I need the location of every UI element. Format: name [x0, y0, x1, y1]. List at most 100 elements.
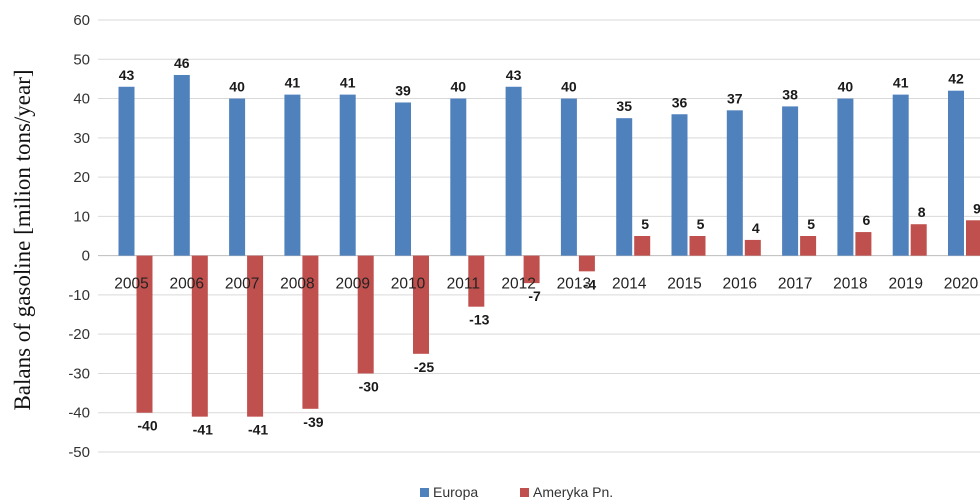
- legend-swatch-0: [420, 488, 429, 497]
- x-category-label: 2012: [501, 276, 535, 293]
- x-category-label: 2011: [447, 276, 480, 293]
- x-category-label: 2005: [114, 276, 148, 293]
- y-tick-label: 60: [73, 12, 90, 29]
- bar-ameryka-2012: [523, 255, 540, 284]
- data-label-ameryka-2005: -40: [137, 418, 157, 434]
- x-category-label: 2017: [778, 276, 812, 293]
- y-tick-label: 50: [73, 51, 90, 68]
- y-tick-label: 10: [73, 208, 90, 225]
- data-label-ameryka-2012: -7: [528, 288, 541, 304]
- data-label-europa-2005: 43: [119, 67, 135, 83]
- bar-europa-2006: [173, 74, 190, 256]
- bar-ameryka-2009: [357, 255, 374, 374]
- data-label-ameryka-2010: -25: [414, 359, 434, 375]
- x-category-label: 2009: [335, 276, 369, 293]
- bar-europa-2008: [284, 94, 301, 256]
- data-label-ameryka-2015: 5: [697, 216, 705, 232]
- x-category-label: 2015: [667, 276, 701, 293]
- data-label-europa-2018: 40: [838, 79, 854, 95]
- data-label-europa-2011: 40: [451, 79, 467, 95]
- y-tick-label: -30: [68, 365, 90, 382]
- data-label-ameryka-2007: -41: [248, 422, 268, 438]
- data-label-ameryka-2006: -41: [193, 422, 213, 438]
- bar-europa-2018: [837, 98, 854, 256]
- legend-swatch-1: [520, 488, 529, 497]
- x-category-label: 2007: [225, 276, 259, 293]
- data-label-europa-2014: 35: [616, 98, 632, 114]
- bar-europa-2015: [671, 114, 688, 256]
- bars: [118, 74, 980, 417]
- y-tick-label: -50: [68, 444, 90, 461]
- y-tick-label: -10: [68, 287, 90, 304]
- bar-ameryka-2008: [302, 255, 319, 409]
- bar-europa-2020: [948, 90, 964, 256]
- bar-europa-2019: [892, 94, 909, 256]
- legend-label-0: Europa: [433, 484, 478, 500]
- bar-ameryka-2018: [855, 232, 872, 256]
- x-category-label: 2006: [170, 276, 204, 293]
- data-label-europa-2015: 36: [672, 94, 688, 110]
- bar-europa-2009: [339, 94, 356, 256]
- data-label-europa-2013: 40: [561, 79, 577, 95]
- bar-europa-2017: [782, 106, 799, 256]
- bar-ameryka-2005: [136, 255, 153, 413]
- x-category-label: 2020: [944, 276, 979, 293]
- bar-ameryka-2011: [468, 255, 485, 307]
- data-label-ameryka-2016: 4: [752, 220, 760, 236]
- bar-ameryka-2006: [191, 255, 208, 417]
- bar-ameryka-2007: [247, 255, 264, 417]
- x-category-label: 2014: [612, 276, 647, 293]
- bar-europa-2007: [229, 98, 246, 256]
- bar-ameryka-2013: [578, 255, 595, 272]
- data-label-europa-2006: 46: [174, 55, 190, 71]
- data-label-europa-2009: 41: [340, 75, 356, 91]
- data-label-ameryka-2008: -39: [303, 414, 323, 430]
- data-label-ameryka-2013: -4: [584, 276, 597, 292]
- bar-ameryka-2016: [744, 239, 761, 256]
- x-category-label: 2010: [391, 276, 426, 293]
- data-label-ameryka-2019: 8: [918, 204, 926, 220]
- legend-label-1: Ameryka Pn.: [533, 484, 613, 500]
- data-label-ameryka-2011: -13: [469, 312, 489, 328]
- bar-europa-2011: [450, 98, 467, 256]
- bar-europa-2014: [616, 118, 633, 256]
- data-label-europa-2008: 41: [285, 75, 301, 91]
- bar-ameryka-2019: [910, 224, 927, 256]
- x-category-label: 2018: [833, 276, 867, 293]
- data-label-ameryka-2018: 6: [863, 212, 871, 228]
- y-tick-label: 0: [82, 248, 90, 265]
- bar-europa-2012: [505, 86, 522, 256]
- data-label-europa-2007: 40: [229, 79, 245, 95]
- bar-ameryka-2015: [689, 236, 706, 256]
- x-category-label: 2013: [557, 276, 591, 293]
- y-tick-label: -40: [68, 405, 90, 422]
- x-category-label: 2016: [723, 276, 757, 293]
- y-tick-label: -20: [68, 326, 90, 343]
- y-tick-label: 40: [73, 91, 90, 108]
- bar-ameryka-2017: [800, 236, 817, 256]
- data-label-europa-2010: 39: [395, 82, 411, 98]
- y-tick-label: 20: [73, 169, 90, 186]
- y-axis-ticks: 60 50 40 30 20 10 0 -10 -20 -30 -40 -50: [68, 12, 90, 461]
- bar-ameryka-2010: [413, 255, 429, 354]
- legend: Europa Ameryka Pn.: [420, 484, 613, 500]
- data-label-ameryka-2009: -30: [359, 378, 379, 394]
- data-labels: 43-4046-4140-4141-3941-3039-2540-1343-74…: [119, 55, 980, 438]
- x-axis-categories: 2005 2006 2007 2008 2009 2010 2011 2012 2013 2014…: [114, 276, 978, 293]
- data-label-ameryka-2020: 9: [973, 200, 980, 216]
- bar-europa-2010: [395, 102, 411, 256]
- data-label-europa-2012: 43: [506, 67, 522, 83]
- data-label-europa-2020: 42: [948, 71, 964, 87]
- bar-ameryka-2020: [966, 220, 980, 256]
- data-label-ameryka-2017: 5: [807, 216, 815, 232]
- data-label-europa-2016: 37: [727, 90, 743, 106]
- data-label-europa-2017: 38: [782, 86, 798, 102]
- bar-europa-2005: [118, 86, 135, 256]
- x-category-label: 2019: [888, 276, 922, 293]
- bar-ameryka-2014: [634, 236, 651, 256]
- y-axis-label: Balans of gasoline [milion tons/year]: [10, 69, 35, 410]
- x-category-label: 2008: [280, 276, 314, 293]
- data-label-ameryka-2014: 5: [641, 216, 649, 232]
- y-tick-label: 30: [73, 130, 90, 147]
